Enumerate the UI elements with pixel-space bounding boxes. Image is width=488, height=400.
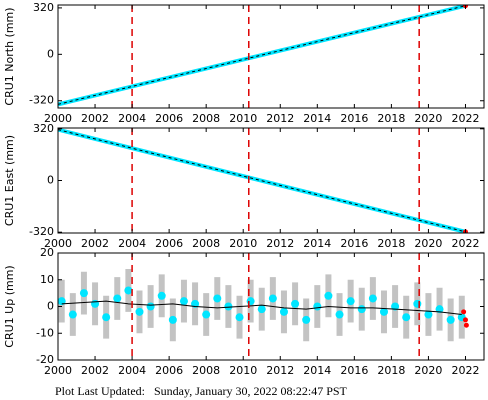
x-tick-label: 2010 (229, 237, 257, 250)
x-tick-label: 2002 (81, 237, 109, 250)
x-tick-label: 2020 (414, 237, 442, 250)
y-tick-label: 0 (47, 300, 54, 313)
x-tick-label: 2002 (81, 112, 109, 125)
data-point (368, 294, 377, 303)
data-point (346, 297, 355, 306)
x-tick-label: 2022 (451, 112, 479, 125)
data-point (463, 322, 469, 328)
data-point (58, 297, 66, 306)
y-tick-label: -320 (29, 94, 54, 107)
data-point (257, 305, 266, 314)
data-point (313, 302, 322, 311)
data-point (413, 299, 422, 308)
data-point (357, 305, 366, 314)
data-point (462, 317, 468, 323)
y-axis-label: CRU1 Up (mm) (3, 265, 16, 347)
data-point (291, 299, 300, 308)
data-point (379, 307, 388, 316)
data-point (324, 291, 333, 300)
data-point (202, 310, 211, 319)
data-point (157, 291, 166, 300)
data-point (424, 310, 433, 319)
x-tick-label: 2018 (377, 364, 405, 377)
y-tick-label: 320 (33, 122, 54, 135)
y-tick-label: -20 (36, 353, 54, 366)
x-tick-label: 2016 (340, 237, 368, 250)
data-point (91, 299, 100, 308)
data-point (446, 315, 455, 324)
data-point (168, 315, 177, 324)
plot-area (58, 269, 469, 342)
x-tick-label: 2012 (266, 364, 294, 377)
x-tick-label: 2000 (44, 364, 72, 377)
x-tick-label: 2018 (377, 237, 405, 250)
y-tick-label: -320 (29, 225, 54, 238)
plot-area (58, 128, 468, 233)
x-tick-label: 2012 (266, 112, 294, 125)
x-tick-label: 2010 (229, 364, 257, 377)
data-point (68, 310, 77, 319)
data-point (113, 294, 122, 303)
x-tick-label: 2014 (303, 364, 331, 377)
y-tick-label: 320 (33, 1, 54, 14)
data-point (246, 297, 255, 306)
data-point (135, 307, 144, 316)
x-tick-label: 2022 (451, 237, 479, 250)
x-tick-label: 2004 (118, 364, 146, 377)
footer: Plot Last Updated: Sunday, January 30, 2… (55, 384, 348, 398)
data-point (79, 289, 88, 298)
y-tick-label: 10 (40, 273, 54, 286)
data-point (302, 315, 311, 324)
data-point (213, 294, 222, 303)
plot-frame (57, 4, 485, 109)
y-tick-label: 0 (47, 47, 54, 60)
x-tick-label: 2004 (118, 237, 146, 250)
data-point (179, 297, 188, 306)
data-point (391, 302, 400, 311)
x-tick-label: 2014 (303, 237, 331, 250)
data-point (235, 313, 244, 322)
plot-area (58, 5, 468, 107)
x-tick-label: 2016 (340, 112, 368, 125)
x-tick-label: 2012 (266, 237, 294, 250)
x-tick-label: 2014 (303, 112, 331, 125)
x-tick-label: 2018 (377, 112, 405, 125)
data-point (146, 302, 155, 311)
data-point (268, 294, 277, 303)
x-tick-label: 2010 (229, 112, 257, 125)
x-tick-label: 2016 (340, 364, 368, 377)
x-tick-label: 2020 (414, 112, 442, 125)
data-point (461, 309, 467, 315)
data-point (335, 310, 344, 319)
x-tick-label: 2002 (81, 364, 109, 377)
data-point (102, 313, 111, 322)
x-tick-label: 2006 (155, 112, 183, 125)
y-tick-label: -10 (36, 326, 54, 339)
x-tick-label: 2008 (192, 237, 220, 250)
y-tick-label: 0 (47, 174, 54, 187)
x-tick-label: 2006 (155, 237, 183, 250)
x-tick-label: 2006 (155, 364, 183, 377)
x-tick-label: 2000 (44, 237, 72, 250)
x-tick-label: 2000 (44, 112, 72, 125)
data-point (279, 307, 288, 316)
series-line (58, 5, 466, 105)
x-tick-label: 2008 (192, 364, 220, 377)
series-line (61, 300, 462, 316)
y-axis-label: CRU1 East (mm) (3, 135, 16, 226)
data-point (224, 302, 233, 311)
data-point (402, 313, 411, 322)
x-tick-label: 2022 (451, 364, 479, 377)
data-point (435, 305, 444, 314)
x-tick-label: 2020 (414, 364, 442, 377)
x-tick-label: 2008 (192, 112, 220, 125)
y-tick-label: 20 (40, 246, 54, 259)
data-point (124, 286, 133, 295)
y-axis-label: CRU1 North (mm) (3, 7, 16, 105)
series-line (58, 129, 466, 233)
x-tick-label: 2004 (118, 112, 146, 125)
